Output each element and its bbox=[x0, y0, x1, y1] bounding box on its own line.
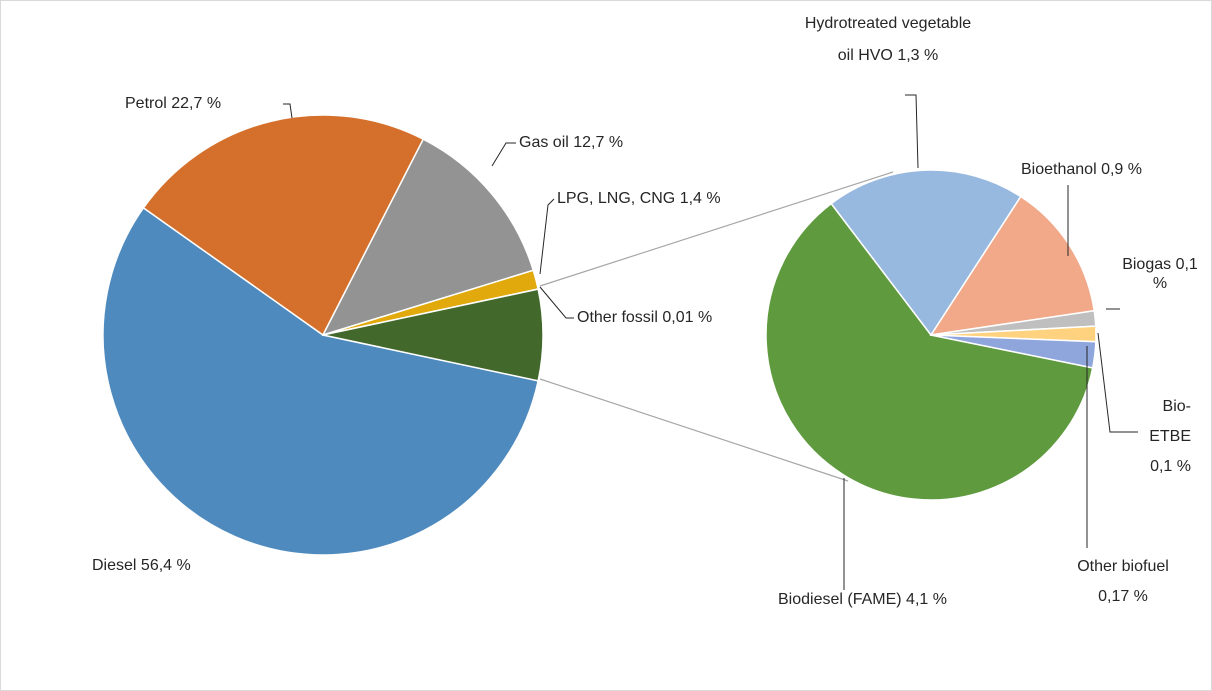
leader-lines bbox=[283, 94, 1138, 590]
data-label: Hydrotreated vegetable oil HVO 1,3 % bbox=[804, 8, 972, 72]
label-category: Other biofuel bbox=[1077, 558, 1169, 575]
label-value: 0,1 % bbox=[1150, 458, 1191, 475]
data-label: LPG, LNG, CNG 1,4 % bbox=[557, 183, 721, 215]
data-label: Bioethanol 0,9 % bbox=[1021, 154, 1142, 186]
data-label: Diesel 56,4 % bbox=[92, 550, 191, 582]
label-value: 0,9 % bbox=[1101, 161, 1142, 178]
connector-line bbox=[539, 378, 849, 482]
data-label: Biogas 0,1 % bbox=[1120, 255, 1200, 293]
label-value: 0,17 % bbox=[1098, 588, 1148, 605]
connector-lines bbox=[539, 171, 894, 482]
leader-line bbox=[283, 103, 293, 119]
label-value: 1,4 % bbox=[679, 190, 721, 207]
pie-slice bbox=[830, 169, 1022, 337]
pie-slice bbox=[102, 206, 540, 556]
label-category: Petrol bbox=[125, 95, 167, 112]
label-value: 12,7 % bbox=[573, 134, 624, 151]
pie-slice bbox=[142, 114, 425, 337]
data-label: Other biofuel 0,17 % bbox=[1063, 552, 1183, 612]
label-value: 4,1 % bbox=[906, 591, 947, 608]
label-category: LPG, LNG, CNG bbox=[557, 190, 676, 207]
leader-line bbox=[539, 286, 574, 319]
label-category: Diesel bbox=[92, 557, 137, 574]
leader-line bbox=[1097, 332, 1138, 433]
label-category: Biodiesel (FAME) bbox=[778, 591, 902, 608]
pie-slice bbox=[765, 202, 1094, 501]
pie-slice bbox=[930, 334, 1097, 369]
leader-line bbox=[539, 198, 555, 275]
label-category: Biogas bbox=[1122, 256, 1172, 273]
leader-line bbox=[491, 142, 516, 167]
label-value: 56,4 % bbox=[140, 557, 191, 574]
label-category: Gas oil bbox=[519, 134, 569, 151]
data-label: Gas oil 12,7 % bbox=[519, 127, 623, 159]
data-label: Bio-ETBE 0,1 % bbox=[1136, 392, 1191, 482]
label-category: Hydrotreated vegetable oil HVO bbox=[804, 15, 972, 64]
data-label: Petrol 22,7 % bbox=[125, 88, 221, 120]
pie-slice bbox=[929, 195, 1096, 336]
label-value: 1,3 % bbox=[897, 47, 939, 64]
leader-line bbox=[905, 94, 919, 169]
data-label: Biodiesel (FAME) 4,1 % bbox=[778, 584, 947, 616]
label-category: Bioethanol bbox=[1021, 161, 1097, 178]
connector-line bbox=[539, 171, 894, 287]
label-value: 22,7 % bbox=[171, 95, 222, 112]
label-category: Bio-ETBE bbox=[1149, 398, 1191, 445]
pie-slice-others bbox=[322, 288, 544, 382]
data-label: Other fossil 0,01 % bbox=[577, 302, 712, 334]
label-value: 0,01 % bbox=[662, 309, 713, 326]
label-value: 0,1 % bbox=[1152, 256, 1198, 292]
label-category: Other fossil bbox=[577, 309, 658, 326]
